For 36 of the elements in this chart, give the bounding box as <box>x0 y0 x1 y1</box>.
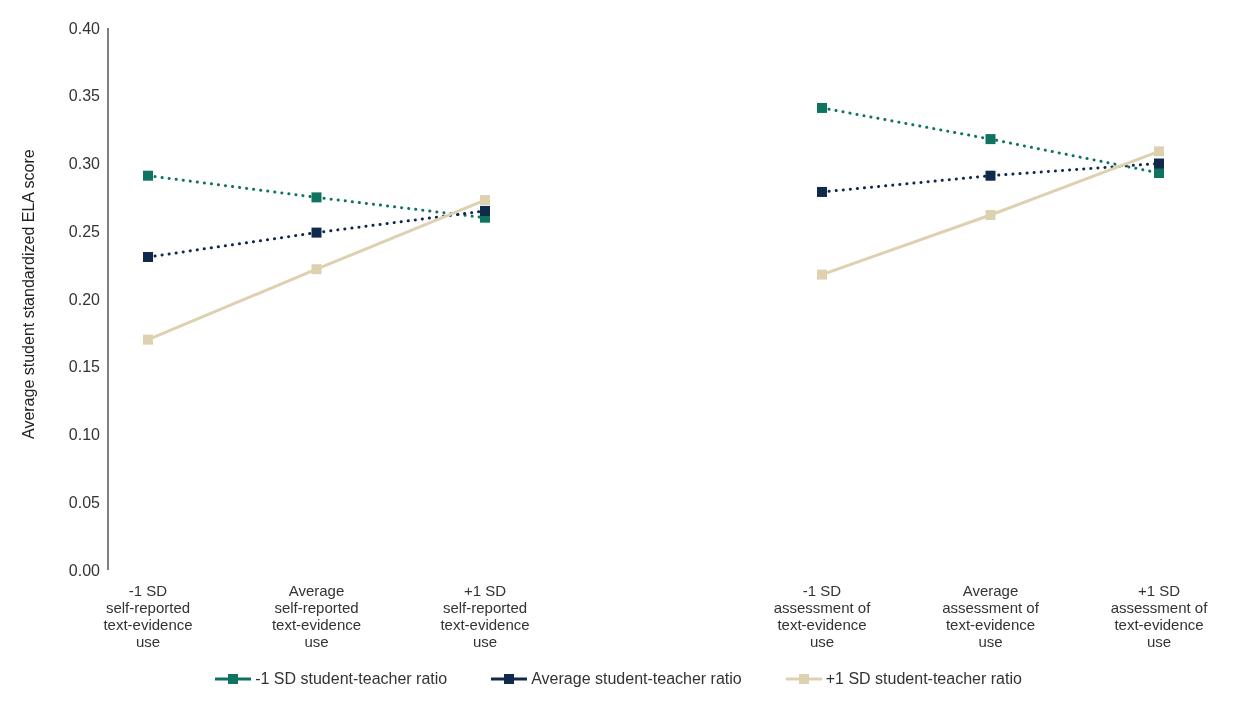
point <box>311 264 322 275</box>
point <box>1154 167 1164 178</box>
point <box>985 134 996 145</box>
point <box>985 170 996 181</box>
x-tick-label: Average assessment of text-evidence use <box>942 581 1040 651</box>
legend-label: Average student-teacher ratio <box>531 670 742 688</box>
legend-label: -1 SD student-teacher ratio <box>255 670 448 688</box>
point <box>817 269 827 280</box>
y-tick-label: 0.20 <box>68 290 101 308</box>
x-tick-label: +1 SD assessment of text-evidence use <box>1110 581 1209 651</box>
legend-label: +1 SD student-teacher ratio <box>825 670 1022 688</box>
x-tick-label: Average self-reported text-evidence use <box>271 581 362 651</box>
point <box>985 209 996 220</box>
point <box>143 334 153 345</box>
point <box>143 170 153 181</box>
x-tick-label: +1 SD self-reported text-evidence use <box>440 581 530 651</box>
y-axis-title: Average student standardized ELA score <box>19 149 37 439</box>
y-tick-label: 0.15 <box>68 358 101 376</box>
point <box>1154 146 1164 157</box>
point <box>480 205 490 216</box>
point <box>143 252 153 262</box>
y-tick-label: 0.05 <box>68 493 101 511</box>
x-tick-label: -1 SD assessment of text-evidence use <box>773 581 872 651</box>
y-tick-label: 0.30 <box>68 155 101 173</box>
y-tick-label: 0.35 <box>68 87 101 105</box>
point <box>480 195 490 206</box>
y-tick-label: 0.40 <box>68 19 101 37</box>
point <box>817 102 827 113</box>
point <box>311 192 322 203</box>
x-tick-label: -1 SD self-reported text-evidence use <box>103 581 193 651</box>
y-tick-label: 0.25 <box>68 222 101 240</box>
y-tick-label: 0.00 <box>68 561 101 579</box>
point <box>311 227 322 238</box>
y-tick-label: 0.10 <box>68 426 101 444</box>
point <box>1154 158 1164 169</box>
point <box>817 186 827 197</box>
